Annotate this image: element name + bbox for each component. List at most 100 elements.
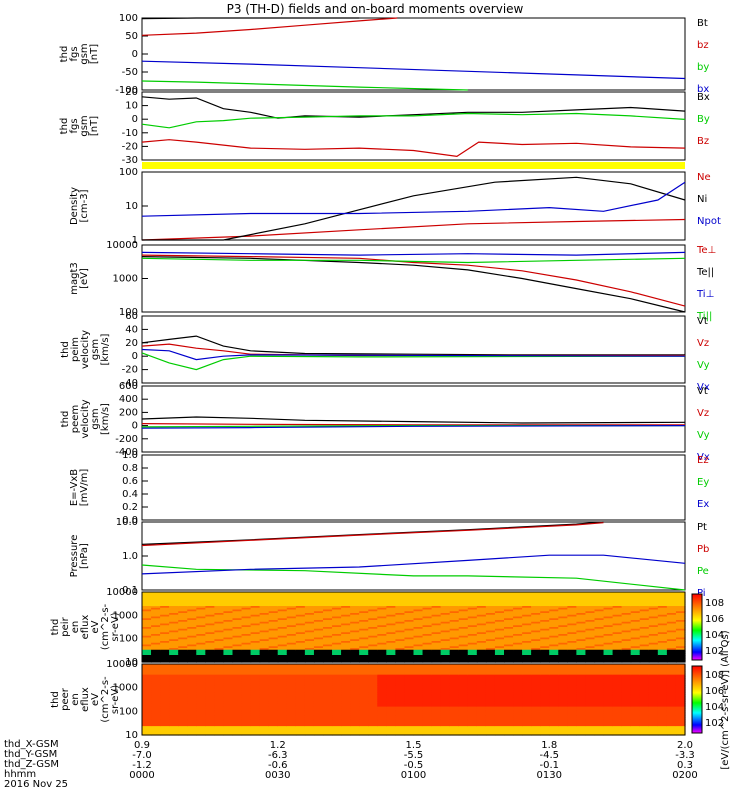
spectrogram-cell [531, 637, 541, 640]
spectrogram-cell [205, 606, 215, 609]
spectrogram-cell [467, 679, 478, 683]
spectrogram-cell [594, 724, 605, 727]
spectrogram-cell [621, 628, 632, 632]
spectrogram-cell [522, 722, 532, 725]
spectrogram-cell [286, 660, 297, 663]
spectrogram-cell [350, 679, 360, 683]
spectrogram-cell [341, 717, 351, 720]
spectrogram-cell [232, 676, 243, 679]
spectrogram-cell [504, 701, 514, 704]
spectrogram-cell [359, 602, 369, 605]
spectrogram-cell [531, 722, 541, 725]
spectrogram-cell [504, 664, 514, 667]
spectrogram-cell [187, 713, 197, 717]
spectrogram-cell [250, 618, 261, 621]
spectrogram-cell [621, 625, 632, 628]
spectrogram-cell [522, 634, 532, 637]
spectrogram-cell [413, 676, 424, 679]
spectrogram-cell [377, 683, 387, 686]
spectrogram-cell [522, 641, 532, 644]
spectrogram-cell [377, 701, 387, 704]
spectrogram-cell [160, 665, 170, 669]
spectrogram-cell [567, 648, 577, 651]
spectrogram-cell [504, 676, 514, 679]
spectrogram-cell [494, 634, 505, 637]
spectrogram-cell [558, 618, 568, 621]
spectrogram-cell [458, 701, 469, 704]
spectrogram-cell [241, 614, 252, 618]
legend-5-3: Vx [697, 452, 710, 463]
spectrogram-cell [603, 653, 614, 656]
spectrogram-cell [612, 628, 623, 632]
spectrogram-cell [214, 706, 225, 709]
spectrogram-cell [621, 609, 632, 612]
spectrogram-cell [295, 722, 306, 725]
spectrogram-cell [612, 637, 623, 640]
spectrogram-cell [612, 599, 623, 602]
spectrogram-cell [323, 635, 333, 639]
spectrogram-cell [630, 614, 641, 618]
spectrogram-cell [567, 646, 577, 649]
spectrogram-cell [259, 593, 270, 597]
spectrogram-cell [549, 637, 559, 640]
spectrogram-cell [558, 592, 568, 595]
spectrogram-cell [567, 621, 577, 625]
spectrogram-cell [187, 687, 197, 690]
panel-frame-3 [141, 244, 686, 313]
spectrogram-cell [531, 683, 541, 686]
spectrogram-cell [395, 607, 406, 611]
spectrogram-cell [313, 692, 324, 695]
spectrogram-cell [648, 724, 659, 727]
spectrogram-cell [350, 632, 360, 635]
spectrogram-cell [413, 726, 424, 729]
spectrogram-cell [494, 688, 505, 692]
spectrogram-cell [151, 630, 161, 633]
spectrogram-cell [648, 658, 659, 661]
spectrogram-cell [576, 644, 587, 647]
spectrogram-cell [657, 731, 668, 734]
spectrogram-cell [467, 697, 478, 701]
spectrogram-cell [576, 611, 587, 614]
spectrogram-cell [675, 632, 686, 635]
spectrogram-cell [531, 665, 541, 669]
spectrogram-cell [476, 649, 487, 653]
spectrogram-cell [504, 690, 514, 693]
spectrogram-cell [223, 599, 234, 602]
spectrogram-cell [549, 625, 559, 628]
spectrogram-cell [259, 609, 270, 612]
spectrogram-cell [639, 708, 650, 711]
spectrogram-cell [377, 628, 387, 632]
spectrogram-cell [359, 687, 369, 690]
spectrogram-cell [576, 665, 587, 669]
spectrogram-cell [585, 620, 596, 623]
spectrogram-cell [359, 641, 369, 644]
spectrogram-cell [232, 618, 243, 621]
spectrogram-cell [332, 651, 342, 654]
spectrogram-cell [214, 692, 225, 695]
spectrogram-cell [313, 704, 324, 708]
spectrogram-cell [648, 720, 659, 724]
spectrogram-cell [332, 710, 342, 713]
spectrogram-cell [259, 627, 270, 630]
spectrogram-cell [259, 630, 270, 633]
spectrogram-cell [268, 729, 279, 733]
spectrogram-cell [567, 733, 577, 736]
spectrogram-cell [567, 655, 577, 658]
y-axis-label-1-3: [nT] [89, 116, 100, 136]
spectrogram-cell [377, 644, 387, 647]
spectrogram-cell [259, 692, 270, 695]
spectrogram-cell [268, 720, 279, 724]
spectrogram-cell [241, 679, 252, 683]
spectrogram-cell [675, 604, 686, 607]
spectrogram-cell [431, 632, 442, 635]
spectrogram-cell [178, 699, 188, 702]
spectrogram-cell [250, 694, 261, 697]
spectrogram-cell [648, 627, 659, 630]
spectrogram-cell [422, 667, 433, 670]
spectrogram-cell [657, 655, 668, 658]
spectrogram-cell [485, 595, 496, 598]
spectrogram-cell [458, 616, 469, 619]
spectrogram-cell [205, 618, 215, 621]
spectrogram-cell [395, 688, 406, 692]
spectrogram-cell [522, 681, 532, 685]
